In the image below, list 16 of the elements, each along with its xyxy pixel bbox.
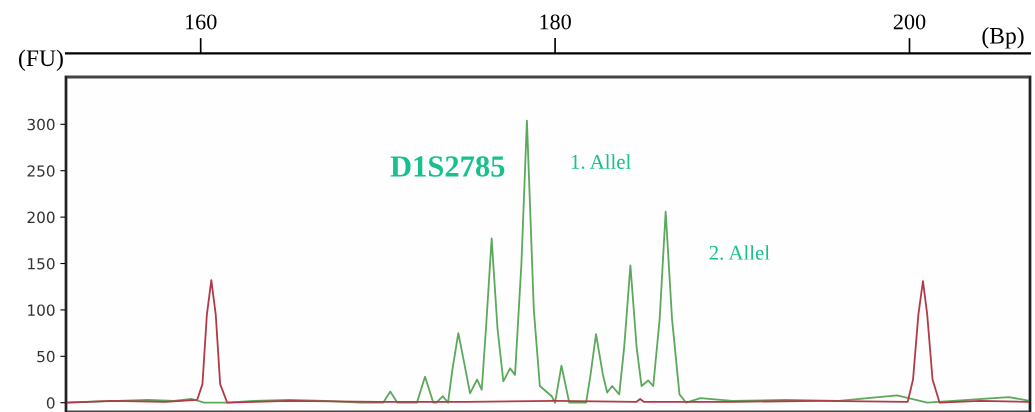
line-series (66, 279, 1030, 404)
y-tick-label: 0 (46, 397, 55, 409)
y-tick-label: 150 (28, 257, 55, 270)
annotation: 2. Allel (709, 245, 770, 260)
y-tick-label: 250 (27, 165, 55, 177)
y-axis-title: (FU) (19, 49, 63, 71)
y-tick-label: 100 (28, 304, 55, 316)
annotation: 1. Allel (571, 154, 631, 169)
x-tick-label: 160 (185, 14, 217, 30)
y-tick-label: 300 (27, 118, 55, 131)
y-tick-label: 200 (27, 211, 55, 224)
x-axis-title: (Bp) (982, 27, 1024, 49)
x-tick-label: 200 (893, 14, 926, 30)
x-tick-label: 180 (540, 14, 571, 30)
y-tick-label: 50 (37, 350, 55, 363)
text: D1S2785 (390, 156, 505, 177)
